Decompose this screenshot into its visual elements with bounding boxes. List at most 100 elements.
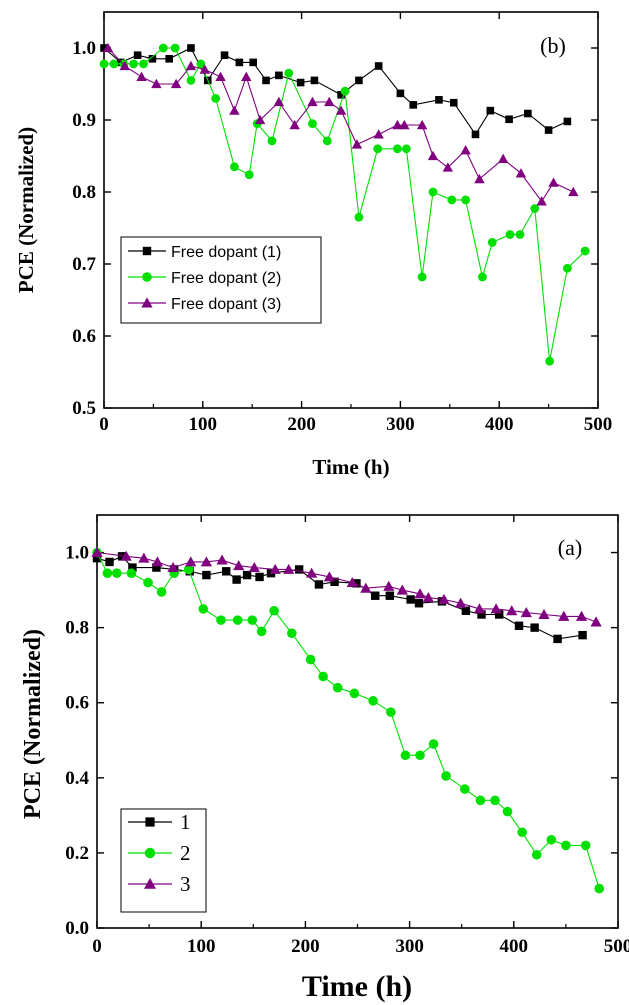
- series-line: [104, 47, 586, 362]
- data-point: [332, 682, 343, 693]
- data-point: [561, 840, 571, 851]
- data-point: [215, 71, 226, 81]
- data-point: [148, 55, 157, 63]
- panel-label-a: (a): [558, 535, 582, 560]
- data-point: [490, 603, 502, 614]
- data-point: [385, 591, 395, 600]
- data-point: [133, 51, 142, 59]
- data-point: [544, 126, 553, 134]
- data-point: [145, 817, 155, 827]
- y-tick-label: 0.9: [72, 110, 96, 131]
- legend-label-free-dopant-1: Free dopant (1): [171, 244, 281, 261]
- data-point: [256, 626, 267, 637]
- data-point: [536, 196, 547, 206]
- x-axis-title: Time (h): [312, 455, 389, 479]
- data-point: [220, 51, 229, 59]
- data-point: [553, 634, 562, 644]
- data-point: [216, 554, 228, 565]
- data-point: [422, 592, 434, 603]
- x-tick-label: 500: [604, 936, 629, 957]
- data-point: [310, 76, 319, 85]
- data-point: [247, 615, 258, 625]
- y-tick-labels: 0.5 0.6 0.7 0.8 0.9 1.0: [72, 38, 96, 419]
- data-point: [255, 572, 264, 582]
- data-point: [427, 150, 439, 161]
- data-point: [262, 76, 270, 85]
- data-point: [120, 550, 132, 561]
- x-tick-label: 400: [485, 414, 514, 435]
- data-point: [502, 806, 513, 817]
- data-point: [531, 849, 542, 860]
- data-point: [232, 615, 243, 625]
- y-tick-label: 0.7: [72, 254, 96, 275]
- x-tick-label: 400: [500, 936, 529, 957]
- data-point: [428, 739, 439, 749]
- data-point: [383, 580, 395, 591]
- data-point: [346, 576, 358, 588]
- data-point: [414, 588, 426, 599]
- y-tick-label: 0.8: [72, 182, 96, 203]
- data-point: [558, 610, 570, 621]
- legend: Free dopant (1) Free dopant (2) Free dop…: [120, 236, 322, 324]
- legend-label-1: 1: [180, 810, 191, 834]
- chart-panel-a: 0 100 200 300 400 500 0.0 0.2 0.4 0.6 0.…: [20, 514, 629, 1003]
- data-point: [284, 68, 294, 78]
- data-point: [530, 623, 539, 632]
- data-point: [92, 553, 102, 563]
- y-axis-title: PCE (Normalized): [14, 127, 38, 293]
- data-point: [497, 153, 509, 164]
- series-2: [92, 547, 605, 894]
- data-point: [111, 568, 122, 578]
- data-point: [186, 76, 196, 85]
- y-tick-label: 0.6: [65, 693, 89, 714]
- data-point: [417, 272, 427, 282]
- data-point: [144, 847, 156, 859]
- data-point: [562, 263, 572, 273]
- data-point: [102, 42, 114, 53]
- y-tick-label: 1.0: [65, 543, 89, 564]
- data-point: [517, 827, 527, 838]
- data-point: [474, 173, 485, 184]
- data-point: [91, 546, 103, 558]
- data-point: [306, 567, 318, 578]
- series-layer: [91, 546, 605, 894]
- data-point: [198, 604, 209, 614]
- data-point: [100, 44, 108, 52]
- data-point: [129, 59, 139, 69]
- data-point: [199, 64, 210, 74]
- data-point: [461, 606, 471, 615]
- data-point: [475, 795, 486, 806]
- data-point: [287, 628, 297, 639]
- legend-label-3: 3: [180, 872, 191, 896]
- data-point: [360, 582, 372, 593]
- data-point: [477, 610, 486, 619]
- x-tick-label: 500: [584, 414, 613, 435]
- series-free-dopant-3-: [102, 42, 579, 206]
- data-point: [478, 272, 487, 282]
- data-point: [273, 96, 285, 107]
- data-point: [538, 608, 550, 619]
- data-point: [230, 162, 239, 172]
- data-point: [232, 575, 241, 584]
- data-point: [314, 580, 324, 589]
- data-point: [340, 86, 350, 96]
- data-point: [136, 71, 147, 81]
- data-point: [368, 696, 378, 706]
- data-point: [530, 204, 540, 213]
- legend: 1 2 3: [120, 808, 207, 913]
- y-tick-label: 0.2: [65, 843, 89, 864]
- data-point: [374, 62, 383, 70]
- data-point: [373, 129, 384, 139]
- data-point: [322, 136, 332, 146]
- data-point: [216, 615, 226, 625]
- data-point: [352, 579, 361, 588]
- data-point: [506, 605, 518, 616]
- data-point: [580, 246, 590, 256]
- data-point: [449, 98, 458, 107]
- series-free-dopant-1-: [100, 44, 572, 139]
- series-line: [96, 551, 597, 623]
- data-point: [142, 272, 152, 282]
- data-point: [396, 89, 405, 98]
- data-point: [229, 105, 240, 115]
- x-tick-label: 100: [189, 414, 218, 435]
